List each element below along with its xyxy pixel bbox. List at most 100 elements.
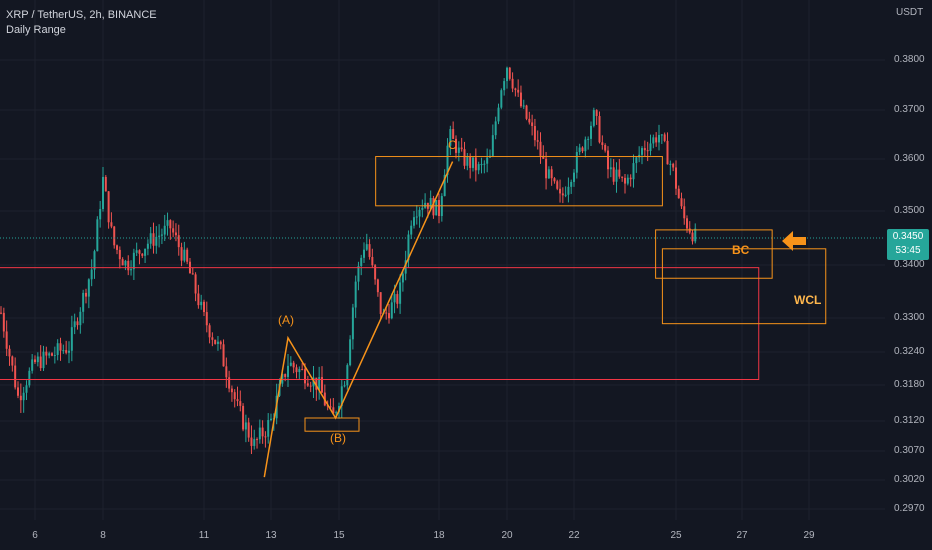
candle-body	[683, 206, 686, 219]
candle-body	[460, 147, 463, 150]
candle-body	[39, 356, 42, 369]
candle-body	[211, 337, 214, 340]
candle-body	[155, 236, 158, 246]
candle-body	[413, 217, 415, 226]
candle-body	[203, 301, 205, 313]
candle-body	[666, 140, 669, 165]
candle-body	[0, 312, 2, 314]
candle-body	[197, 293, 200, 306]
candle-body	[346, 365, 349, 386]
candle-body	[183, 249, 186, 261]
candle-body	[511, 78, 514, 89]
resistance-zone-box[interactable]	[375, 156, 663, 207]
candle-body	[76, 321, 79, 326]
time-tick-label: 25	[670, 530, 682, 541]
candle-body	[127, 260, 130, 271]
bc-zone-box[interactable]	[655, 229, 773, 279]
candle-body	[158, 235, 161, 237]
candle-body	[118, 249, 121, 260]
candle-body	[517, 89, 520, 93]
candle-body	[607, 150, 609, 170]
candle-body	[99, 209, 102, 220]
candle-body	[550, 169, 553, 179]
candle-body	[612, 167, 615, 182]
candle-body	[332, 407, 335, 414]
candle-body	[455, 138, 457, 153]
candle-body	[216, 341, 219, 344]
candle-body	[635, 157, 638, 164]
candle-body	[85, 292, 87, 297]
price-chart[interactable]	[0, 0, 885, 520]
candle-body	[573, 172, 575, 182]
candle-body	[379, 292, 382, 314]
candle-body	[669, 163, 672, 165]
candle-body	[672, 163, 675, 168]
candle-body	[542, 155, 545, 159]
candle-body	[329, 406, 332, 408]
candle-body	[93, 251, 96, 270]
time-tick-label: 27	[736, 530, 748, 541]
candle-body	[463, 149, 466, 166]
time-tick-label: 13	[265, 530, 277, 541]
candle-body	[390, 302, 393, 319]
candle-body	[404, 260, 407, 274]
price-axis[interactable]	[885, 0, 932, 550]
candle-body	[267, 420, 270, 437]
candle-body	[598, 116, 601, 143]
candle-body	[587, 138, 590, 140]
symbol-title[interactable]: XRP / TetherUS, 2h, BINANCE	[6, 9, 157, 21]
chart-area[interactable]	[0, 0, 885, 520]
candle-body	[2, 312, 5, 332]
candle-body	[298, 369, 301, 373]
price-tick-below-badge: 0.3400	[894, 259, 925, 270]
candle-body	[590, 125, 592, 139]
candle-body	[632, 163, 635, 180]
candle-body	[301, 369, 304, 371]
abc-wave-line[interactable]	[263, 161, 454, 478]
candle-body	[335, 412, 338, 414]
candle-body	[615, 169, 618, 182]
candle-body	[309, 385, 312, 387]
candle-body	[663, 134, 666, 141]
candle-body	[531, 122, 534, 127]
candle-body	[177, 235, 180, 248]
candle-body	[643, 148, 646, 151]
candle-body	[474, 157, 477, 171]
candle-body	[500, 90, 503, 108]
candle-body	[247, 422, 250, 438]
time-tick-label: 18	[433, 530, 445, 541]
candle-body	[242, 405, 245, 430]
candle-body	[163, 225, 166, 235]
candle-body	[545, 158, 548, 179]
candle-body	[421, 207, 424, 210]
candle-body	[618, 169, 621, 177]
candle-body	[130, 269, 133, 271]
candle-body	[556, 181, 559, 189]
candle-body	[169, 220, 172, 229]
wcl-zone-box[interactable]	[661, 248, 827, 325]
indicator-label[interactable]: Daily Range	[6, 24, 66, 36]
candle-body	[11, 356, 14, 366]
candle-body	[19, 395, 22, 401]
candle-body	[82, 292, 85, 312]
candle-body	[141, 253, 144, 256]
candle-body	[8, 348, 11, 357]
candle-body	[236, 399, 239, 402]
price-tick-label: 0.3070	[894, 445, 925, 456]
candle-body	[494, 121, 497, 136]
wcl-label: WCL	[794, 293, 822, 307]
candle-body	[228, 377, 231, 389]
candle-body	[343, 385, 346, 387]
candle-body	[508, 67, 511, 79]
candle-body	[166, 220, 169, 226]
candle-body	[559, 188, 562, 194]
candle-body	[250, 437, 253, 446]
wave-b-box[interactable]	[304, 417, 360, 432]
last-price: 0.3450	[892, 231, 924, 242]
candle-body	[152, 233, 155, 246]
candle-body	[525, 105, 528, 119]
candle-body	[70, 327, 73, 351]
candle-body	[399, 282, 402, 304]
candle-body	[483, 163, 486, 165]
candle-body	[174, 232, 177, 236]
